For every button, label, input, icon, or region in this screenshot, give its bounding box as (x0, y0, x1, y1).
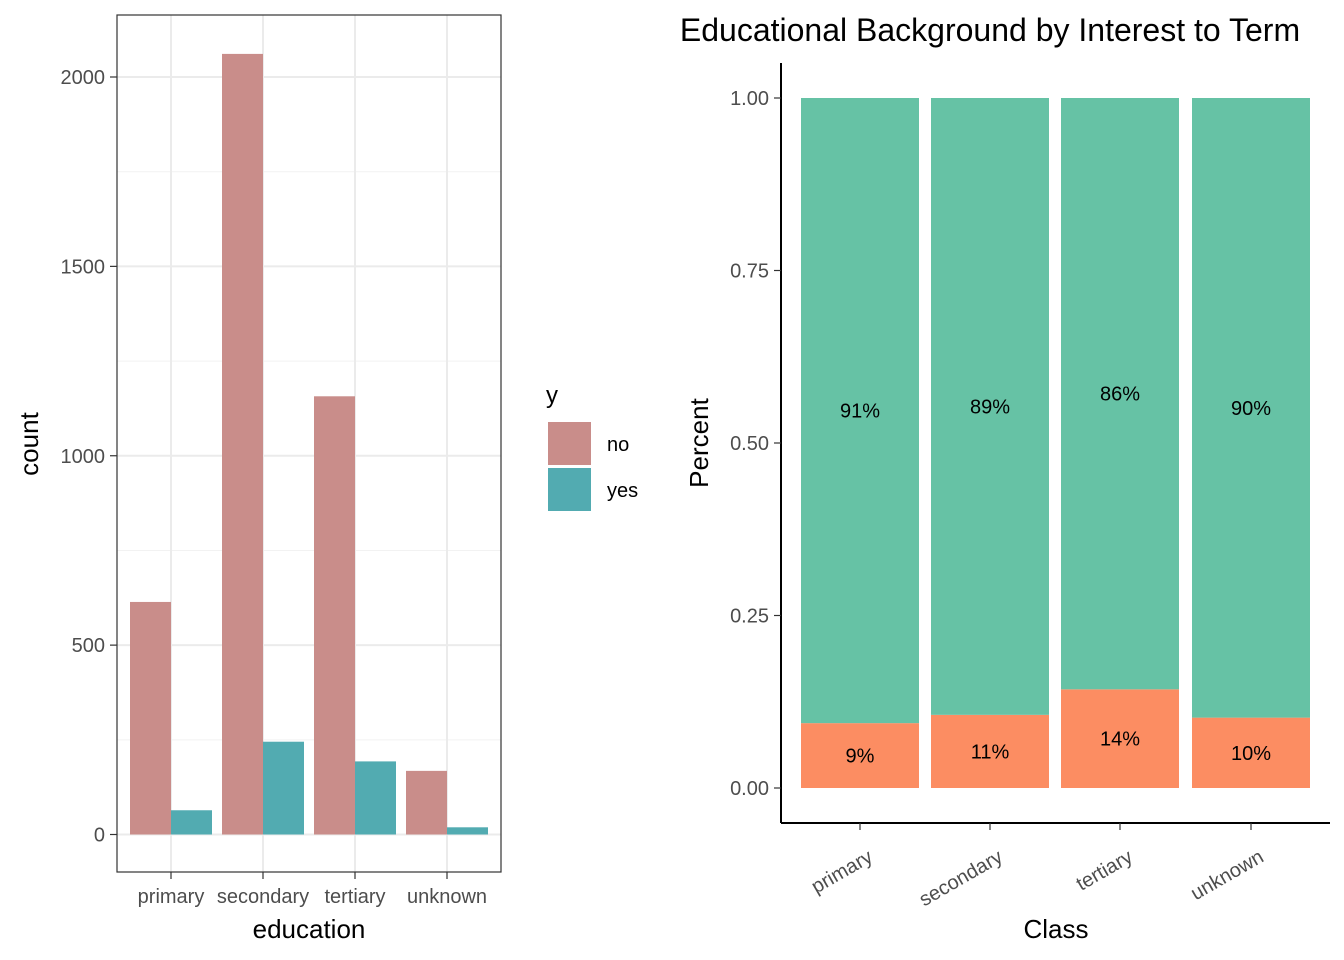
legend-label-no: no (607, 434, 629, 456)
bar-yes-primary (801, 723, 919, 788)
data-label-yes: 9% (846, 746, 875, 768)
y-tick-label: 1.00 (730, 88, 769, 110)
data-label-yes: 11% (971, 741, 1010, 763)
data-label-yes: 10% (1231, 743, 1271, 765)
bar-no-unknown (1192, 98, 1310, 718)
bar-yes-tertiary (355, 761, 396, 835)
bar-yes-secondary (931, 714, 1049, 788)
y-axis-title: Percent (684, 397, 714, 487)
legend-title: y (546, 382, 558, 409)
data-label-no: 91% (840, 401, 880, 423)
data-label-no: 90% (1231, 398, 1271, 420)
right-chart-percent-by-class: Educational Background by Interest to Te… (680, 12, 1330, 944)
x-tick-label: primary (808, 846, 877, 898)
bar-no-tertiary (314, 396, 355, 835)
left-chart-count-by-education: 0 500 1000 1500 2000 primary secondary tertiary… (14, 14, 502, 944)
bar-no-secondary (222, 53, 263, 835)
bar-no-tertiary (1061, 98, 1179, 690)
y-tick-label: 1000 (61, 446, 106, 468)
y-tick-label: 500 (72, 635, 105, 657)
y-tick-label: 0.50 (730, 433, 769, 455)
y-tick-label: 0.75 (730, 261, 769, 283)
bar-yes-unknown (447, 827, 488, 835)
panel-border (116, 14, 502, 873)
x-tick-label: primary (138, 886, 205, 908)
data-label-yes: 14% (1100, 729, 1140, 751)
bar-no-primary (801, 98, 919, 724)
chart-title: Educational Background by Interest to Te… (680, 12, 1300, 48)
x-tick-label: secondary (217, 886, 309, 908)
y-tick-label: 1500 (61, 256, 106, 278)
bar-yes-secondary (263, 741, 304, 835)
x-tick-label: unknown (1187, 846, 1267, 905)
legend-key-no (548, 422, 591, 465)
bar-yes-tertiary (1061, 689, 1179, 788)
x-tick-label: unknown (407, 886, 487, 908)
plot-background (117, 15, 501, 872)
y-tick-label: 0.00 (730, 778, 769, 800)
x-tick-label: tertiary (1073, 846, 1137, 896)
legend-key-yes (548, 468, 591, 511)
y-tick-label: 0.25 (730, 606, 769, 628)
legend: y no yes (546, 382, 638, 511)
bar-no-unknown (406, 770, 447, 835)
data-label-no: 89% (970, 396, 1010, 418)
data-label-no: 86% (1100, 384, 1140, 406)
x-tick-label: secondary (916, 846, 1007, 911)
y-tick-label: 0 (94, 825, 105, 847)
y-axis-title: count (14, 411, 44, 475)
x-tick-label: tertiary (324, 886, 385, 908)
bar-no-secondary (931, 98, 1049, 715)
bar-yes-primary (171, 810, 212, 835)
legend-label-yes: yes (607, 480, 638, 502)
y-tick-label: 2000 (61, 67, 106, 89)
bar-no-primary (130, 601, 171, 835)
x-axis-title: education (253, 914, 366, 944)
bar-yes-unknown (1192, 717, 1310, 788)
x-axis-title: Class (1023, 914, 1088, 944)
